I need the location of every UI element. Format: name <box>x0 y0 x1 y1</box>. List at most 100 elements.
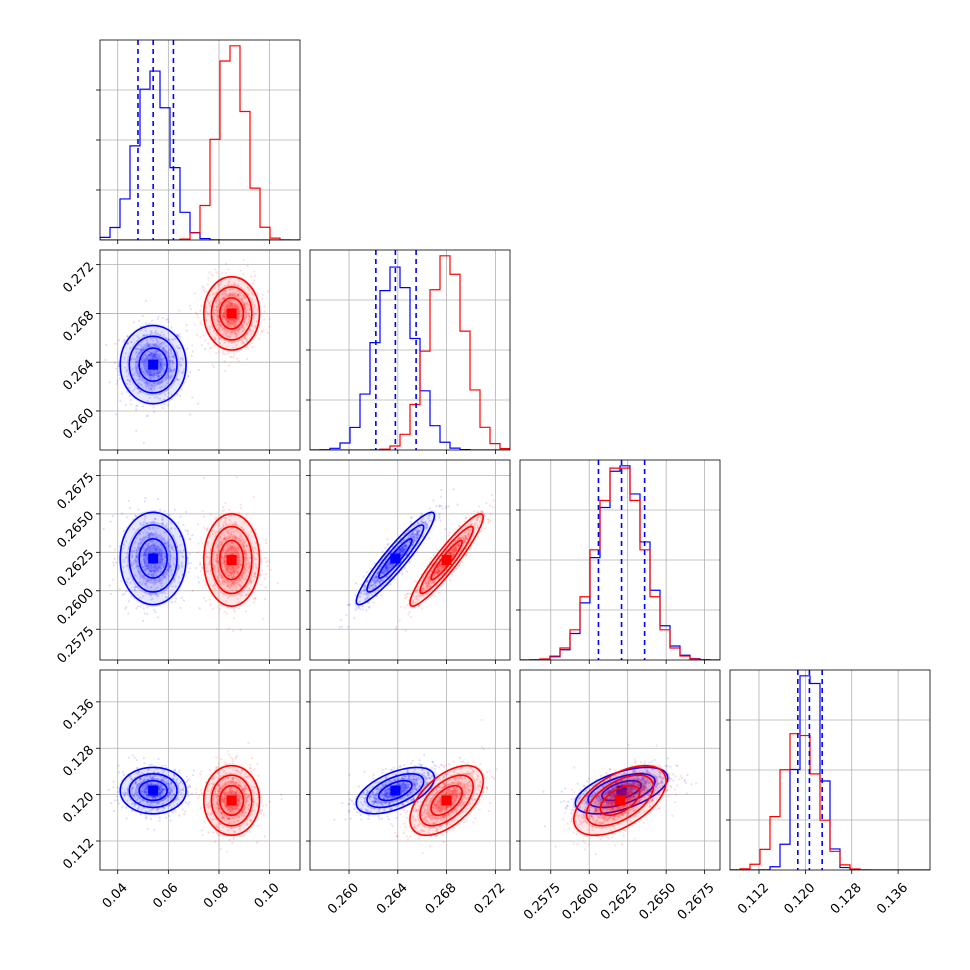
scatter-point <box>227 320 230 323</box>
scatter-point <box>434 571 437 574</box>
scatter-point <box>156 332 160 335</box>
scatter-point <box>157 802 160 805</box>
scatter-point <box>427 575 430 579</box>
scatter-point <box>377 571 380 574</box>
scatter-point <box>240 294 243 297</box>
scatter-point <box>145 547 148 550</box>
scatter-point <box>210 293 214 296</box>
scatter-point <box>485 502 488 505</box>
scatter-point <box>150 389 153 392</box>
scatter-point <box>218 550 221 553</box>
scatter-point <box>412 540 416 543</box>
scatter-point <box>226 817 229 821</box>
hist-panel-2 <box>310 250 510 450</box>
scatter-point <box>167 782 170 785</box>
scatter-point <box>171 338 174 341</box>
scatter-point <box>105 343 108 346</box>
scatter-point <box>145 381 148 384</box>
scatter-point <box>205 319 208 322</box>
scatter-point <box>227 780 230 783</box>
scatter-point <box>358 600 361 603</box>
scatter-point <box>223 341 226 344</box>
scatter-point <box>386 564 389 567</box>
scatter-point <box>159 354 162 357</box>
scatter-point <box>434 518 437 521</box>
scatter-point <box>195 788 198 791</box>
scatter-point <box>145 582 148 585</box>
scatter-point <box>178 346 181 350</box>
scatter-point <box>155 574 158 577</box>
scatter-point <box>170 789 173 792</box>
scatter-point <box>237 554 240 557</box>
scatter-point <box>467 535 470 538</box>
scatter-point <box>168 567 171 570</box>
scatter-point <box>256 292 259 295</box>
scatter-point <box>379 574 382 577</box>
scatter-point <box>399 550 402 553</box>
scatter-point <box>243 556 246 559</box>
scatter-point <box>144 567 147 570</box>
scatter-point <box>144 550 147 554</box>
scatter-point <box>149 332 153 335</box>
scatter-point <box>213 336 216 339</box>
scatter-point <box>161 784 164 788</box>
scatter-point <box>238 328 241 331</box>
scatter-point <box>462 537 465 540</box>
scatter-point <box>160 584 163 588</box>
scatter-point <box>401 549 404 552</box>
scatter-point <box>168 352 171 355</box>
scatter-point <box>453 547 457 550</box>
scatter-point <box>209 769 212 772</box>
scatter-point <box>244 311 248 314</box>
scatter-point <box>425 523 428 526</box>
scatter-point <box>140 563 143 566</box>
scatter-point <box>154 593 157 596</box>
scatter-point <box>160 795 163 798</box>
scatter-point <box>246 306 249 309</box>
scatter-point <box>422 587 425 590</box>
scatter-point <box>153 581 156 584</box>
scatter-point <box>135 798 138 802</box>
scatter-point <box>152 543 155 546</box>
scatter-point <box>254 575 257 578</box>
scatter-point <box>176 378 179 381</box>
scatter-point <box>219 300 223 304</box>
scatter-point <box>144 551 148 554</box>
scatter-point <box>142 531 145 535</box>
scatter-point <box>430 570 433 573</box>
scatter-point <box>145 356 148 360</box>
scatter-point <box>245 338 248 341</box>
scatter-point <box>215 825 219 828</box>
scatter-point <box>146 810 149 814</box>
scatter-point <box>154 547 158 550</box>
scatter-point <box>217 282 220 285</box>
scatter-point <box>216 586 219 589</box>
scatter-point <box>245 570 248 573</box>
scatter-point <box>233 610 237 613</box>
scatter-point <box>216 560 219 564</box>
scatter-point <box>224 521 227 524</box>
scatter-point <box>421 589 424 592</box>
scatter-point <box>231 294 234 297</box>
scatter-point <box>158 371 162 374</box>
scatter-point <box>206 313 209 316</box>
scatter-point <box>435 504 438 508</box>
scatter-point <box>142 554 146 557</box>
scatter-point <box>241 538 244 541</box>
scatter-point <box>214 322 217 325</box>
scatter-point <box>167 793 170 796</box>
scatter-point <box>143 612 146 615</box>
scatter-point <box>178 581 181 584</box>
scatter-point <box>171 794 174 797</box>
scatter-point <box>208 304 211 307</box>
scatter-point <box>127 547 130 551</box>
scatter-point <box>177 564 180 567</box>
scatter-point <box>139 522 142 525</box>
scatter-point <box>266 331 270 335</box>
scatter-point <box>223 537 227 540</box>
scatter-point <box>448 531 452 534</box>
scatter-point <box>235 589 238 592</box>
scatter-point <box>401 545 404 549</box>
scatter-point <box>172 355 175 358</box>
scatter-point <box>158 545 161 549</box>
